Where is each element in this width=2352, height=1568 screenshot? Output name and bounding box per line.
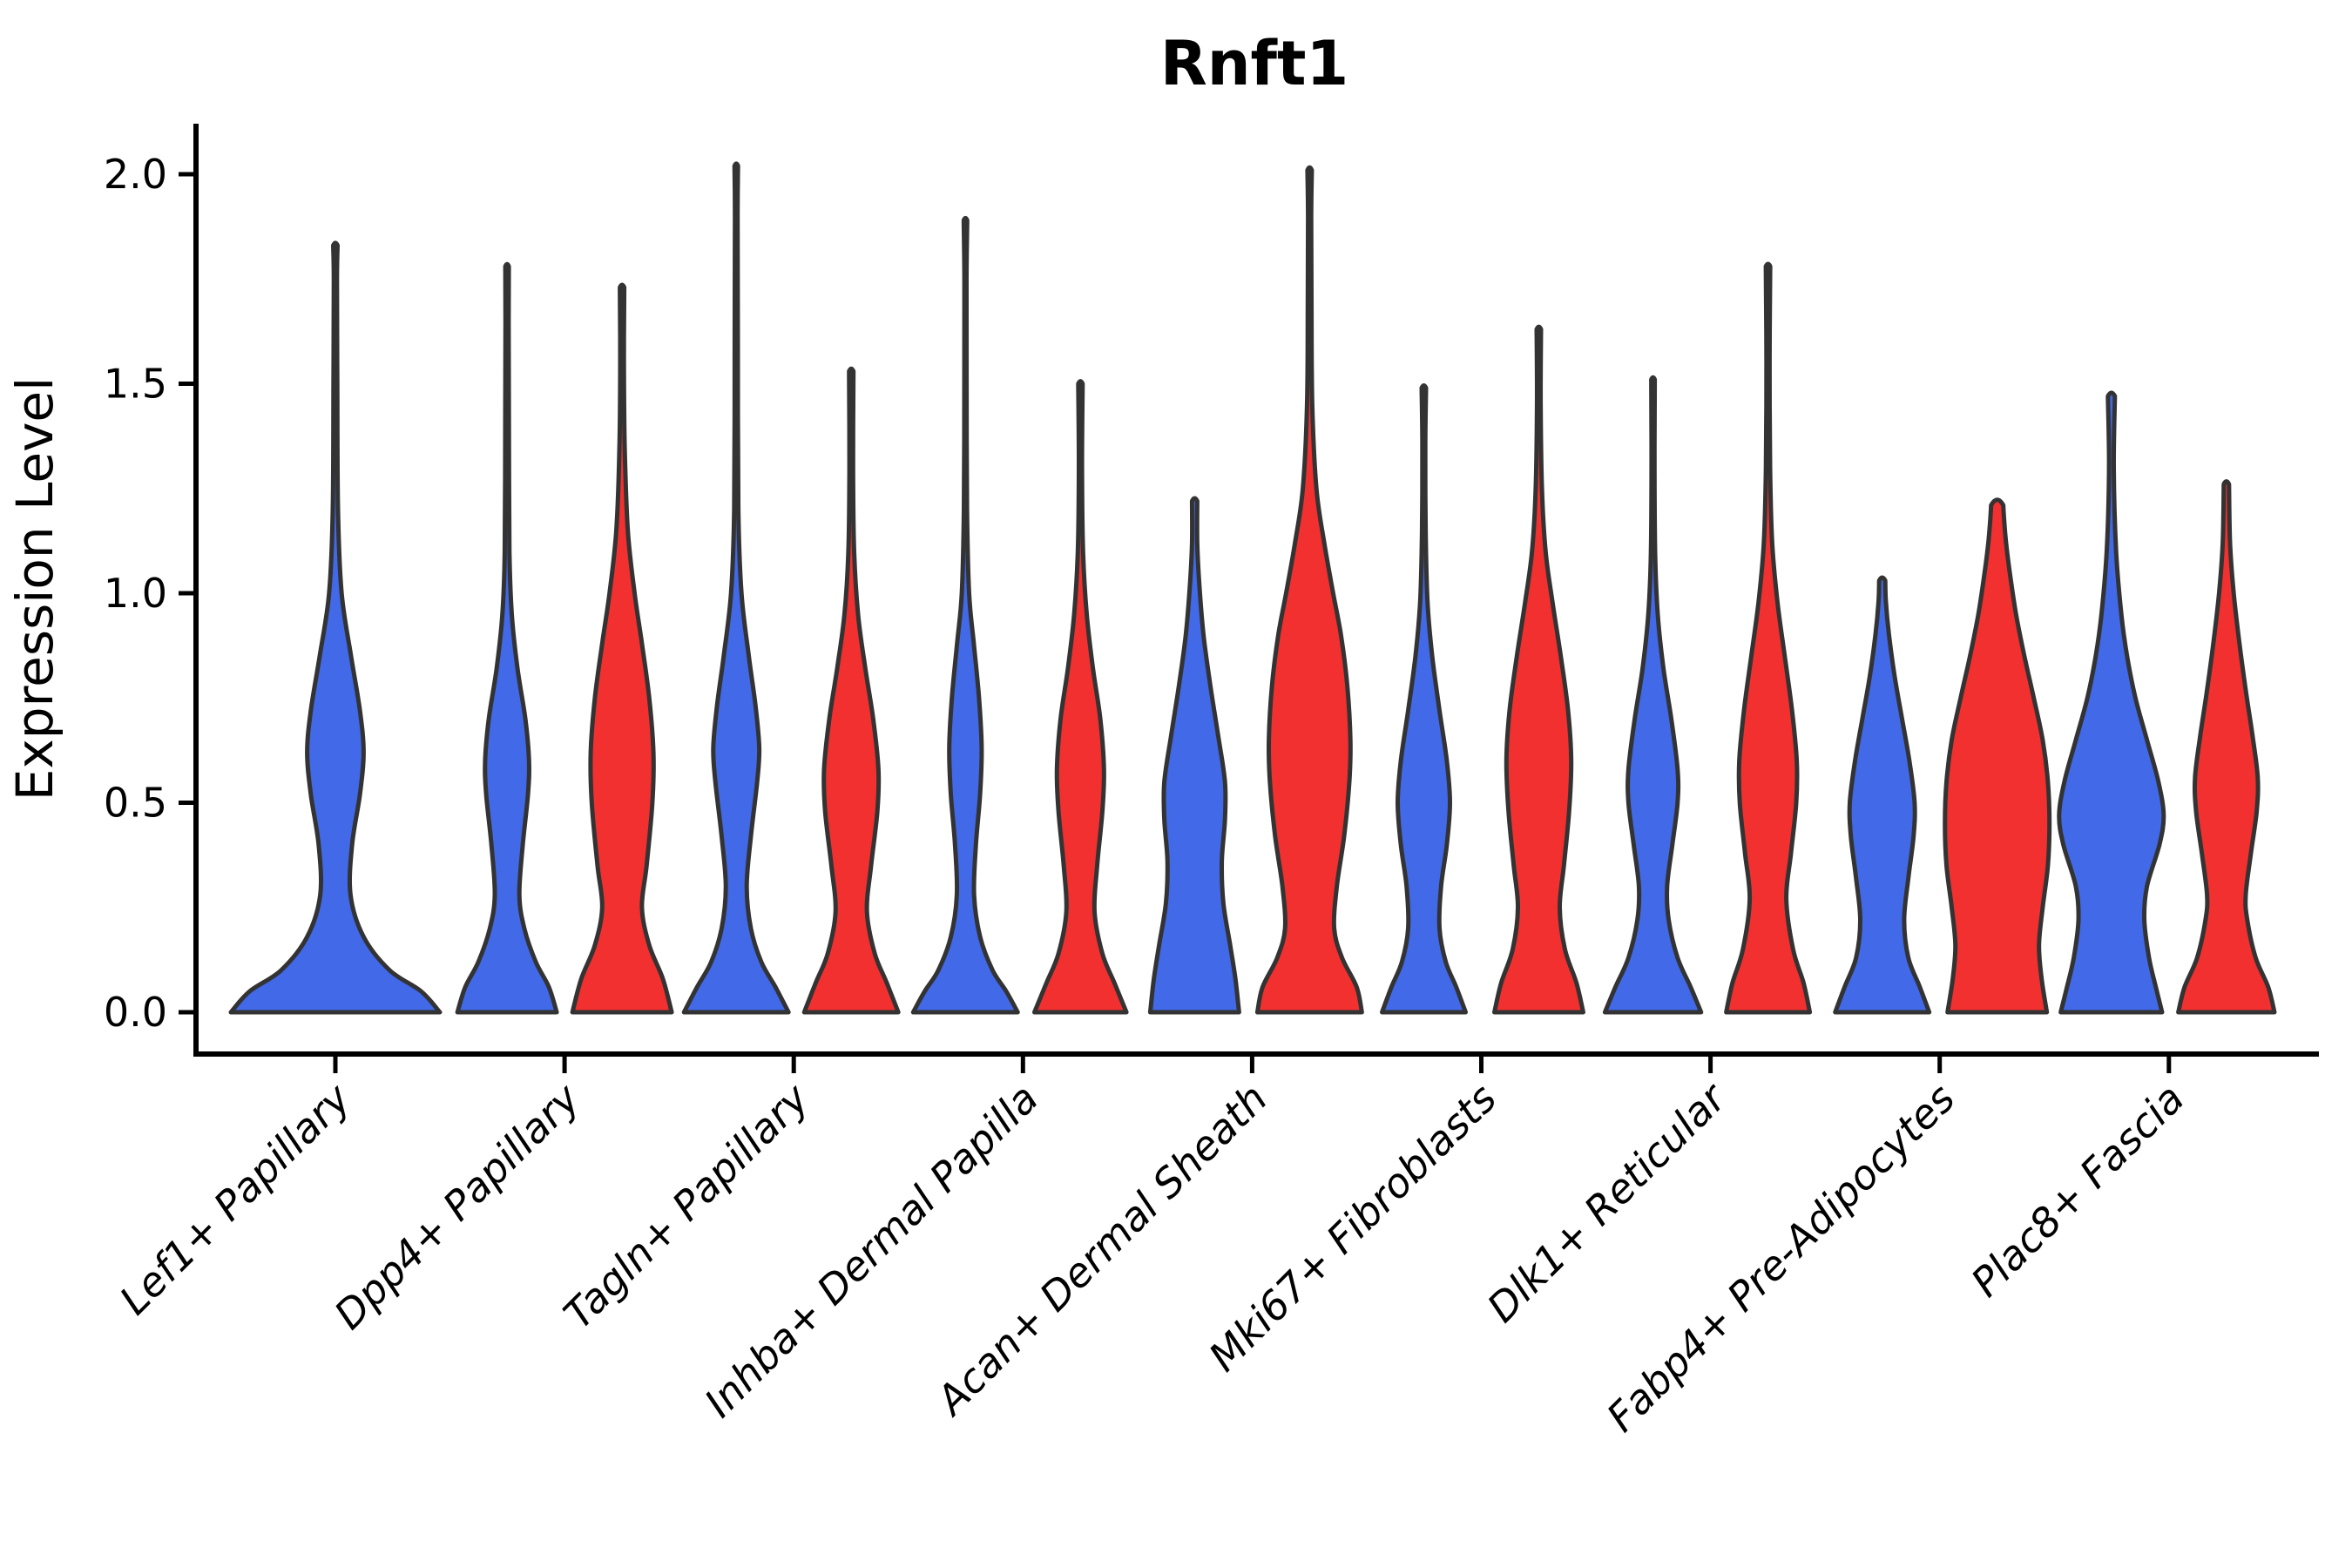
y-tick-label: 0.0 — [104, 989, 167, 1036]
violin-red-dpp4 — [570, 282, 674, 1015]
axes — [193, 124, 2319, 1057]
violin-blue-plac8 — [2057, 390, 2166, 1015]
chart-title: Rnft1 — [1160, 28, 1348, 99]
y-tick-label: 1.0 — [104, 570, 167, 617]
y-axis-label: Expression Level — [5, 377, 64, 801]
violin-red-fabp4 — [1943, 497, 2052, 1015]
violin-blue-inhba — [910, 216, 1020, 1015]
violin-red-inhba — [1032, 379, 1129, 1015]
violin-series — [228, 161, 2277, 1015]
violin-blue-mki67 — [1380, 383, 1468, 1015]
violin-red-tagln — [801, 366, 901, 1015]
violin-blue-tagln — [681, 161, 791, 1015]
y-tick-label: 2.0 — [104, 151, 167, 198]
violin-red-plac8 — [2176, 479, 2277, 1015]
y-axis-ticks: 0.0 0.5 1.0 1.5 2.0 — [104, 151, 196, 1036]
y-tick-label: 0.5 — [104, 780, 167, 827]
violin-red-acan — [1254, 165, 1364, 1015]
violin-red-mki67 — [1492, 324, 1585, 1015]
violin-blue-dlk1 — [1602, 375, 1704, 1015]
violin-blue-fabp4 — [1833, 575, 1932, 1015]
violin-blue-dpp4 — [455, 261, 559, 1015]
y-tick-label: 1.5 — [104, 361, 167, 408]
violin-blue-lef1 — [228, 240, 443, 1015]
violin-blue-acan — [1147, 496, 1241, 1015]
violin-red-dlk1 — [1724, 261, 1813, 1015]
